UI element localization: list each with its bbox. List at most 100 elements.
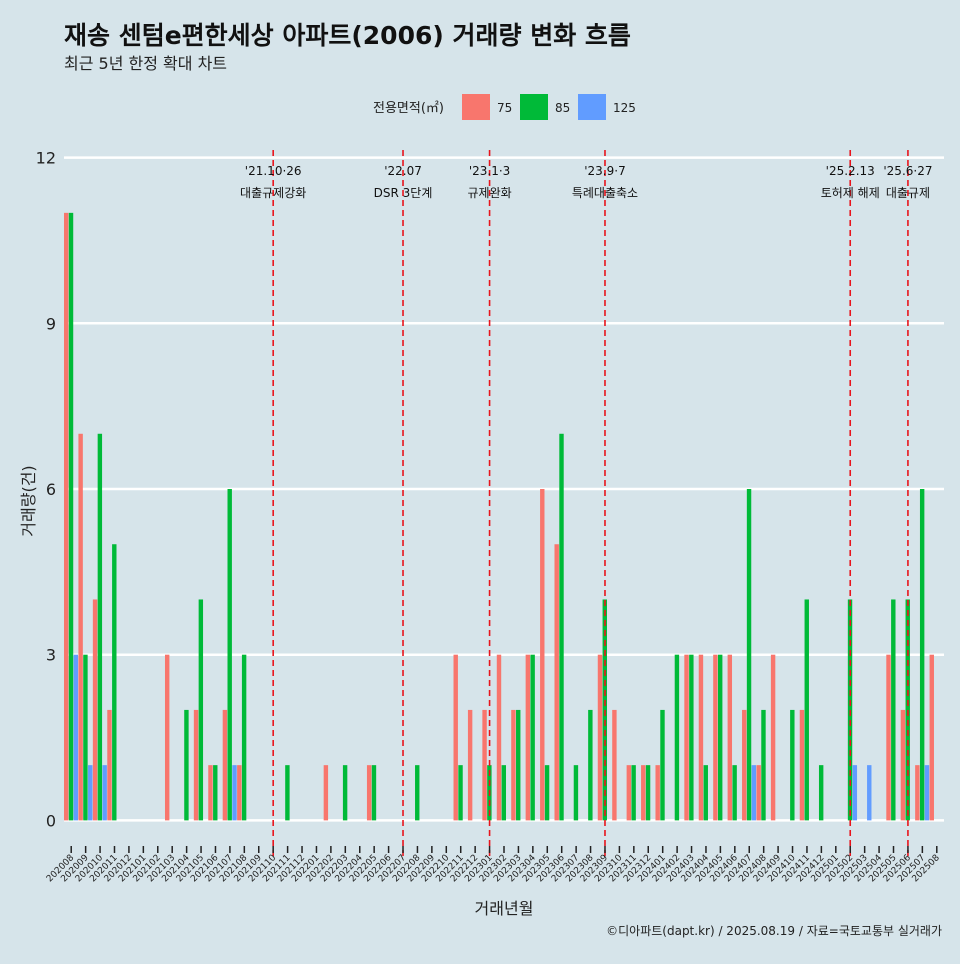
bar-75-202304 bbox=[525, 654, 531, 821]
bars bbox=[64, 212, 934, 821]
bar-85-202008 bbox=[68, 212, 74, 821]
bar-125-202107 bbox=[232, 765, 237, 821]
event-label: 대출규제강화 bbox=[240, 186, 306, 200]
bar-75-202202 bbox=[323, 765, 329, 821]
bar-75-202105 bbox=[193, 709, 199, 821]
bar-85-202009 bbox=[83, 654, 88, 821]
bar-75-202106 bbox=[208, 765, 213, 821]
event-date: '21.10·26 bbox=[245, 164, 302, 178]
bar-85-202502 bbox=[847, 599, 853, 821]
bar-75-202403 bbox=[684, 654, 689, 821]
caption: ©디아파트(dapt.kr) / 2025.08.19 / 자료=국토교통부 실… bbox=[606, 924, 942, 938]
y-axis-title: 거래량(건) bbox=[19, 465, 38, 536]
bar-85-202411 bbox=[804, 599, 809, 821]
bar-125-202008 bbox=[73, 654, 79, 821]
bar-75-202011 bbox=[107, 709, 112, 821]
bar-85-202010 bbox=[97, 433, 103, 821]
bar-75-202108 bbox=[237, 765, 242, 821]
y-tick-label: 3 bbox=[46, 646, 56, 665]
bar-85-202309 bbox=[602, 599, 607, 821]
bar-75-202508 bbox=[929, 654, 934, 821]
bar-75-202212 bbox=[467, 709, 473, 821]
grid-lines bbox=[64, 156, 944, 822]
bar-85-202303 bbox=[516, 709, 521, 821]
bar-75-202107 bbox=[222, 709, 228, 821]
bar-85-202405 bbox=[717, 654, 723, 821]
bar-75-202506 bbox=[900, 709, 906, 821]
bar-85-202404 bbox=[703, 765, 708, 821]
bar-125-202502 bbox=[852, 765, 858, 821]
bar-125-202010 bbox=[102, 765, 107, 821]
bar-75-202409 bbox=[770, 654, 776, 821]
legend-label-75: 75 bbox=[497, 101, 512, 115]
bar-85-202302 bbox=[501, 765, 507, 821]
legend: 전용면적(㎡) 75 85 125 bbox=[373, 94, 636, 120]
legend-label-125: 125 bbox=[613, 101, 636, 115]
bar-85-202108 bbox=[241, 654, 247, 821]
y-tick-label: 6 bbox=[46, 480, 56, 499]
bar-75-202312 bbox=[641, 765, 646, 821]
bar-75-202303 bbox=[511, 709, 516, 821]
bar-75-202311 bbox=[626, 765, 632, 821]
bar-85-202506 bbox=[905, 599, 910, 821]
y-tick-label: 9 bbox=[46, 314, 56, 333]
bar-85-202111 bbox=[285, 765, 290, 821]
bar-125-202009 bbox=[88, 765, 93, 821]
event-label: 규제완화 bbox=[467, 186, 511, 200]
bar-75-202505 bbox=[886, 654, 891, 821]
bar-75-202401 bbox=[655, 765, 660, 821]
bar-75-202404 bbox=[698, 654, 704, 821]
bar-85-202412 bbox=[818, 765, 824, 821]
bar-75-202103 bbox=[164, 654, 170, 821]
legend-swatch-125 bbox=[578, 94, 606, 120]
y-axis: 0 3 6 9 12 bbox=[36, 149, 56, 831]
bar-85-202203 bbox=[342, 765, 348, 821]
bar-85-202305 bbox=[544, 765, 550, 821]
bar-75-202411 bbox=[799, 709, 805, 821]
bar-125-202507 bbox=[924, 765, 930, 821]
bar-85-202308 bbox=[588, 709, 593, 821]
bar-75-202310 bbox=[612, 709, 617, 821]
bar-85-202401 bbox=[660, 709, 665, 821]
chart-subtitle: 최근 5년 한정 확대 차트 bbox=[64, 54, 227, 73]
event-date: '22.07 bbox=[384, 164, 422, 178]
bar-75-202408 bbox=[756, 765, 761, 821]
bar-85-202408 bbox=[761, 709, 766, 821]
bar-85-202107 bbox=[227, 489, 232, 821]
bar-75-202009 bbox=[78, 433, 83, 821]
bar-85-202507 bbox=[919, 489, 925, 821]
x-axis: 2020082020092020102020112020122021012021… bbox=[45, 846, 942, 884]
bar-85-202406 bbox=[732, 765, 737, 821]
bar-85-202105 bbox=[198, 599, 204, 821]
bar-85-202311 bbox=[631, 765, 636, 821]
bar-75-202405 bbox=[713, 654, 718, 821]
event-label: 토허제 해제 bbox=[821, 186, 880, 200]
bar-75-202010 bbox=[92, 599, 98, 821]
legend-swatch-85 bbox=[520, 94, 548, 120]
bar-75-202507 bbox=[915, 765, 920, 821]
bar-75-202306 bbox=[554, 544, 559, 821]
y-tick-label: 12 bbox=[36, 149, 56, 168]
legend-title: 전용면적(㎡) bbox=[373, 101, 444, 116]
bar-85-202304 bbox=[530, 654, 535, 821]
bar-75-202301 bbox=[482, 709, 487, 821]
bar-75-202309 bbox=[597, 654, 603, 821]
event-date: '25.6·27 bbox=[883, 164, 932, 178]
bar-85-202312 bbox=[645, 765, 651, 821]
bar-85-202307 bbox=[573, 765, 579, 821]
chart-title: 재송 센텀e편한세상 아파트(2006) 거래량 변화 흐름 bbox=[64, 21, 631, 50]
bar-85-202403 bbox=[689, 654, 694, 821]
bar-75-202406 bbox=[727, 654, 733, 821]
bar-75-202211 bbox=[453, 654, 458, 821]
bar-85-202505 bbox=[891, 599, 896, 821]
bar-85-202211 bbox=[458, 765, 463, 821]
legend-label-85: 85 bbox=[555, 101, 570, 115]
event-label: DSR 3단계 bbox=[374, 186, 433, 200]
bar-85-202205 bbox=[371, 765, 377, 821]
bar-85-202208 bbox=[415, 765, 420, 821]
bar-85-202104 bbox=[184, 709, 189, 821]
bar-85-202106 bbox=[213, 765, 218, 821]
bar-75-202205 bbox=[366, 765, 372, 821]
